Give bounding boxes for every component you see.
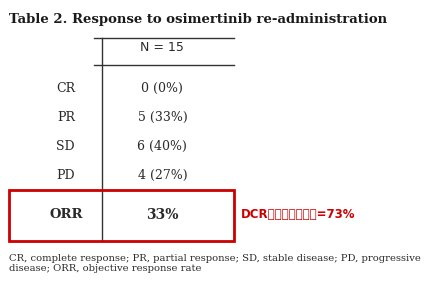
Text: PR: PR — [57, 111, 74, 124]
Text: PD: PD — [57, 169, 75, 182]
Text: SD: SD — [57, 140, 75, 153]
Text: ORR: ORR — [49, 208, 82, 221]
Text: 0 (0%): 0 (0%) — [141, 82, 183, 95]
Text: N = 15: N = 15 — [140, 41, 184, 54]
Text: 33%: 33% — [146, 208, 178, 222]
Text: 5 (33%): 5 (33%) — [137, 111, 187, 124]
Text: CR, complete response; PR, partial response; SD, stable disease; PD, progressive: CR, complete response; PR, partial respo… — [8, 254, 420, 273]
Text: DCR（疾病控制率）=73%: DCR（疾病控制率）=73% — [240, 208, 355, 221]
Text: Table 2. Response to osimertinib re-administration: Table 2. Response to osimertinib re-admi… — [8, 13, 386, 26]
Text: 6 (40%): 6 (40%) — [137, 140, 187, 153]
Text: 4 (27%): 4 (27%) — [137, 169, 187, 182]
Text: CR: CR — [56, 82, 75, 95]
